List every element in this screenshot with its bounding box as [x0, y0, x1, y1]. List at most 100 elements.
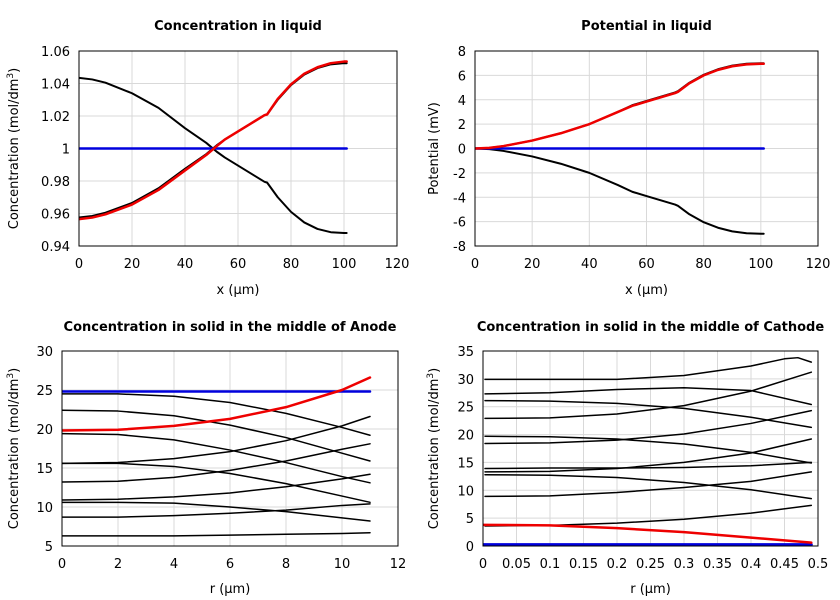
series-line-black-neg	[475, 147, 765, 235]
series-line-c10	[484, 471, 813, 498]
x-tick-label: 0.3	[674, 557, 695, 572]
x-tick-label: 100	[748, 257, 773, 272]
y-tick-label: 25	[457, 401, 474, 416]
y-tick-label: -4	[453, 191, 466, 206]
x-tick-label: 0.2	[607, 557, 628, 572]
series-line-b10	[62, 531, 371, 537]
y-tick-label: 8	[458, 45, 466, 60]
y-tick-label: 25	[36, 384, 53, 399]
y-tick-label: 6	[458, 69, 466, 84]
y-tick-label: 0	[466, 540, 474, 555]
y-axis-label: Potential (mV)	[427, 102, 442, 195]
x-tick-label: 100	[332, 257, 357, 272]
series-line-c3	[484, 399, 813, 429]
y-axis-label-superscript: 3	[426, 373, 436, 379]
series-line-b4	[62, 462, 371, 504]
y-axis-label-main: Potential (mV)	[427, 102, 442, 195]
y-tick-label: -8	[453, 240, 466, 255]
y-axis-label: Concentration (mol/dm3)	[6, 68, 22, 230]
chart-panel-0: Concentration in liquid 0 20 40 60 80 100 120 0.…	[6, 19, 409, 298]
y-axis-label: Concentration (mol/dm3)	[6, 368, 22, 530]
x-tick-label: 80	[283, 257, 300, 272]
y-tick-label: 15	[36, 462, 53, 477]
y-tick-label: 30	[36, 345, 53, 360]
series-line-c9	[484, 473, 813, 500]
series-line-b6	[62, 415, 371, 465]
x-tick-label: 20	[524, 257, 541, 272]
x-tick-label: 0.45	[770, 557, 799, 572]
series-line-c4	[484, 371, 813, 420]
series-line-final	[79, 60, 348, 221]
y-axis-label-main: Concentration (mol/dm	[427, 379, 442, 530]
x-tick-label: 2	[114, 557, 122, 572]
y-tick-label: 35	[457, 345, 474, 360]
x-tick-label: 120	[806, 257, 831, 272]
y-axis-label-main: Concentration (mol/dm	[7, 79, 22, 230]
series-line-b2	[62, 409, 371, 462]
x-tick-label: 120	[385, 257, 410, 272]
y-tick-label: 15	[457, 456, 474, 471]
x-tick-label: 0.25	[636, 557, 665, 572]
x-tick-label: 0.1	[540, 557, 561, 572]
series-line-c11	[484, 504, 813, 527]
series-group	[475, 62, 765, 235]
x-tick-label: 6	[226, 557, 234, 572]
y-tick-label: 4	[458, 94, 466, 109]
y-axis-label-end: )	[7, 68, 22, 73]
plot-frame	[78, 50, 398, 247]
x-tick-label: 40	[581, 257, 598, 272]
y-tick-label: 10	[457, 484, 474, 499]
x-axis-label: x (µm)	[625, 283, 668, 298]
series-group	[483, 356, 813, 547]
series-line-b8	[62, 473, 371, 501]
series-line-b5	[62, 501, 371, 522]
series-line-c1	[484, 356, 813, 381]
y-tick-label: 0.96	[41, 208, 70, 223]
y-tick-label: 1.04	[41, 78, 70, 93]
x-tick-label: 0.15	[569, 557, 598, 572]
y-axis-label-superscript: 3	[6, 373, 16, 379]
x-tick-label: 8	[282, 557, 290, 572]
y-axis-label-superscript: 3	[6, 73, 16, 79]
x-tick-label: 0.4	[741, 557, 762, 572]
x-tick-label: 60	[230, 257, 247, 272]
series-line-c6	[484, 409, 813, 445]
y-tick-label: 5	[45, 540, 53, 555]
y-tick-label: 0	[458, 143, 466, 158]
y-tick-label: -6	[453, 216, 466, 231]
series-line-c7	[484, 438, 813, 473]
y-tick-label: 1.06	[41, 45, 70, 60]
y-axis-label-end: )	[7, 368, 22, 373]
y-axis-label-main: Concentration (mol/dm	[7, 379, 22, 530]
series-line-b9	[62, 503, 371, 518]
x-tick-label: 0.05	[502, 557, 531, 572]
x-axis-label: r (µm)	[630, 582, 671, 597]
y-tick-label: 5	[466, 512, 474, 527]
y-axis-label: Concentration (mol/dm3)	[426, 368, 442, 530]
chart-title: Concentration in liquid	[154, 19, 322, 34]
series-line-black-pos	[475, 62, 765, 150]
series-group	[62, 376, 372, 537]
series-line-final	[475, 62, 765, 150]
y-tick-label: -2	[453, 167, 466, 182]
x-tick-label: 80	[695, 257, 712, 272]
series-line-b3	[62, 432, 371, 484]
x-tick-label: 60	[638, 257, 655, 272]
series-line-c5	[484, 435, 813, 464]
series-group	[79, 60, 348, 234]
chart-title: Potential in liquid	[581, 19, 712, 34]
x-tick-label: 12	[390, 557, 407, 572]
series-line-final	[62, 376, 372, 432]
x-tick-label: 20	[124, 257, 141, 272]
series-line-b7	[62, 443, 371, 483]
y-tick-label: 0.98	[41, 175, 70, 190]
y-axis-label-end: )	[427, 368, 442, 373]
series-line-c2	[484, 387, 813, 406]
x-tick-label: 0.35	[703, 557, 732, 572]
x-axis-label: r (µm)	[210, 582, 251, 597]
x-tick-label: 4	[170, 557, 178, 572]
series-line-black	[79, 76, 348, 234]
plot-frame	[474, 50, 819, 247]
y-tick-label: 1	[62, 143, 70, 158]
